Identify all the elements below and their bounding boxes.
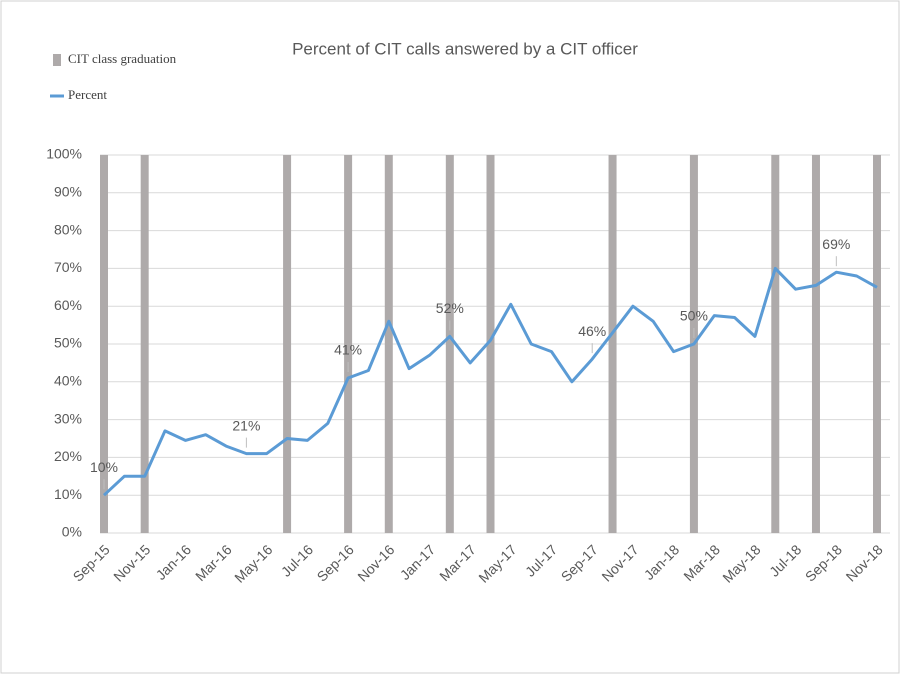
y-tick-label: 20% <box>54 448 82 464</box>
y-tick-label: 30% <box>54 410 82 426</box>
bar <box>445 155 454 533</box>
y-tick-label: 90% <box>54 184 82 200</box>
data-label: 41% <box>334 342 362 358</box>
chart-title: Percent of CIT calls answered by a CIT o… <box>292 39 638 58</box>
legend-label: CIT class graduation <box>68 51 177 66</box>
y-tick-label: 50% <box>54 335 82 351</box>
bar <box>608 155 617 533</box>
y-tick-label: 60% <box>54 297 82 313</box>
legend-label: Percent <box>68 87 107 102</box>
y-tick-label: 40% <box>54 373 82 389</box>
data-label: 21% <box>232 417 260 433</box>
y-tick-label: 0% <box>62 524 82 540</box>
bar <box>344 155 353 533</box>
y-tick-label: 80% <box>54 221 82 237</box>
data-label: 10% <box>90 459 118 475</box>
data-label: 50% <box>680 308 708 324</box>
bar <box>140 155 149 533</box>
data-label: 69% <box>822 236 850 252</box>
legend-swatch <box>53 54 61 66</box>
bar <box>771 155 780 533</box>
line <box>102 266 878 497</box>
y-tick-label: 10% <box>54 486 82 502</box>
y-tick-label: 70% <box>54 259 82 275</box>
bar <box>873 155 881 533</box>
bar <box>486 155 495 533</box>
bar <box>384 155 393 533</box>
bar <box>100 155 108 533</box>
data-label: 46% <box>578 323 606 339</box>
bar <box>283 155 292 533</box>
data-label: 52% <box>436 300 464 316</box>
bar <box>811 155 820 533</box>
y-tick-label: 100% <box>46 146 82 162</box>
